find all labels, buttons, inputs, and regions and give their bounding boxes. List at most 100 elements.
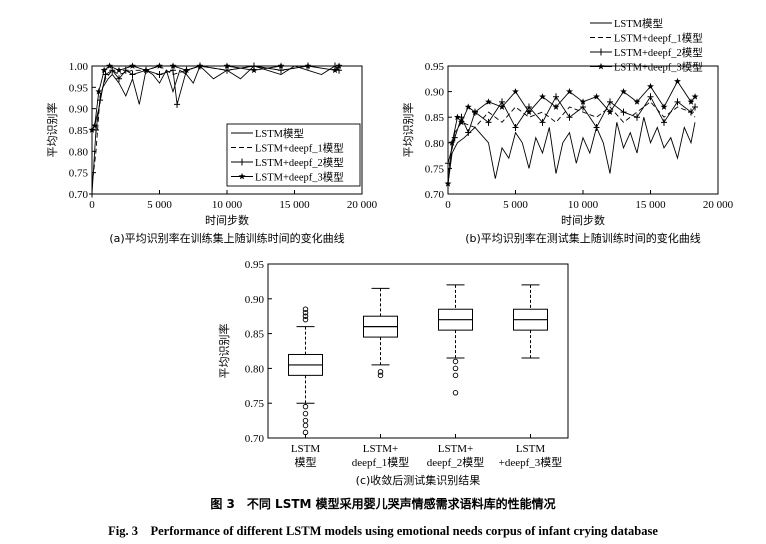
series-point-4 <box>335 62 343 69</box>
outlier-point <box>452 358 459 365</box>
y-tick-label: 0.70 <box>69 189 89 201</box>
series-point-3 <box>539 118 546 126</box>
series-point-4 <box>106 62 113 69</box>
series-point-3 <box>661 118 667 126</box>
series-point-4 <box>539 93 546 100</box>
series-point-3 <box>688 108 694 116</box>
series-line-3 <box>91 65 340 195</box>
series-line-2 <box>447 101 696 174</box>
y-tick-label: 0.90 <box>69 104 89 116</box>
outlier-point <box>302 309 309 316</box>
series-point-4 <box>691 93 699 100</box>
outlier-point <box>302 417 309 424</box>
series-point-4 <box>156 62 163 69</box>
series-point-4 <box>88 126 96 133</box>
y-tick-label: 0.95 <box>69 82 89 94</box>
series-point-3 <box>674 98 681 106</box>
outlier-point <box>452 365 459 372</box>
y-tick-label: 0.90 <box>425 87 445 99</box>
outlier-point <box>452 390 459 396</box>
y-tick-label: 0.75 <box>69 168 89 180</box>
x-tick-label: 20 000 <box>347 199 378 211</box>
series-point-3 <box>156 71 163 79</box>
legend-box <box>226 123 361 187</box>
chart-panel-3: 0.700.750.800.850.900.95平均识别率LSTM模型LSTM+… <box>217 259 569 487</box>
outlier-point <box>377 372 384 379</box>
series-line-4 <box>91 65 340 131</box>
series-point-4 <box>115 66 123 74</box>
series-point-4 <box>647 82 654 90</box>
x-tick-label: 5 000 <box>503 199 528 211</box>
panel-caption: (b)平均识别率在测试集上随训练时间的变化曲线 <box>465 231 701 245</box>
plot-frame <box>447 65 719 195</box>
series-point-4 <box>471 108 479 115</box>
outlier-point <box>302 313 309 319</box>
y-tick-label: 0.75 <box>245 398 265 410</box>
series-point-3 <box>553 93 559 101</box>
category-label: deepf_1模型 <box>352 455 409 469</box>
series-point-3 <box>278 66 284 74</box>
series-point-4 <box>552 103 560 110</box>
series-point-3 <box>465 129 472 137</box>
outlier-point <box>452 372 459 379</box>
series-point-4 <box>620 88 627 95</box>
x-tick-label: 5 000 <box>147 199 172 211</box>
series-point-4 <box>448 139 456 146</box>
series-point-3 <box>593 123 600 131</box>
legend-label: LSTM+deepf_2模型 <box>255 156 344 169</box>
series-point-4 <box>485 98 492 105</box>
legend-marker <box>238 172 246 180</box>
y-tick-label: 0.85 <box>425 112 445 124</box>
series-point-4 <box>129 62 136 69</box>
outlier-point <box>377 369 384 375</box>
x-tick-label: 15 000 <box>279 199 310 211</box>
plot-frame <box>267 263 569 439</box>
series-point-4 <box>95 88 103 95</box>
series-point-4 <box>100 66 108 74</box>
legend-label: LSTM+deepf_3模型 <box>614 61 703 74</box>
series-point-3 <box>607 98 613 106</box>
legend-marker <box>597 62 605 70</box>
series-point-4 <box>606 108 614 115</box>
series-point-4 <box>183 66 190 74</box>
series-point-3 <box>170 66 176 74</box>
x-tick-label: 20 000 <box>703 199 734 211</box>
series-point-3 <box>485 118 492 126</box>
outlier-point <box>302 403 309 410</box>
panel-caption: (c)收敛后测试集识别结果 <box>356 473 481 487</box>
y-tick-label: 0.80 <box>245 363 265 375</box>
outlier-point <box>302 422 309 429</box>
x-axis-label: 时间步数 <box>205 214 249 227</box>
y-tick-label: 0.95 <box>425 61 445 73</box>
category-label: +deepf_3模型 <box>499 455 563 469</box>
series-point-3 <box>336 66 343 74</box>
category-label: LSTM <box>516 443 546 455</box>
legend-marker <box>239 158 245 166</box>
series-point-4 <box>566 88 573 95</box>
x-tick-label: 0 <box>89 199 95 211</box>
series-point-4 <box>512 88 519 95</box>
series-point-4 <box>633 98 641 105</box>
outlier-point <box>302 410 309 417</box>
series-point-4 <box>579 98 587 105</box>
series-point-4 <box>464 103 472 110</box>
series-point-3 <box>116 75 122 83</box>
series-point-4 <box>304 62 312 69</box>
y-tick-label: 0.90 <box>245 294 265 306</box>
chart-panel-2: 0.70 0.75 0.80 0.85 0.90 0.95 0 5 000 10 000 15 0… <box>401 17 734 245</box>
series-point-3 <box>692 103 699 111</box>
series-point-4 <box>444 180 452 187</box>
legend-label: LSTM+deepf_1模型 <box>614 32 703 45</box>
series-point-4 <box>687 98 695 105</box>
series-point-3 <box>634 113 640 121</box>
y-tick-label: 1.00 <box>69 61 89 73</box>
x-tick-label: 0 <box>445 199 451 211</box>
y-axis-label: 平均识别率 <box>401 103 415 158</box>
legend-label: LSTM+deepf_2模型 <box>614 46 703 59</box>
x-tick-label: 10 000 <box>568 199 599 211</box>
series-point-3 <box>647 93 654 101</box>
series-point-4 <box>454 113 461 121</box>
y-tick-label: 0.75 <box>425 163 445 175</box>
y-tick-label: 0.80 <box>69 146 89 158</box>
